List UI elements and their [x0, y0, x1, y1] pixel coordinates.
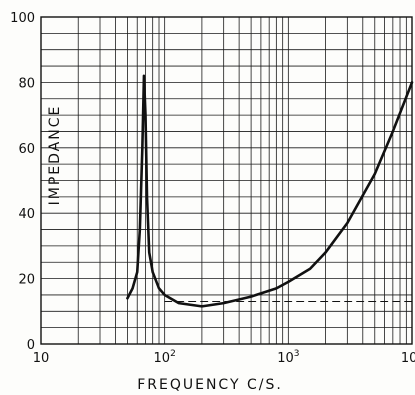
grid [41, 17, 412, 344]
y-tick-label: 40 [18, 207, 35, 222]
x-tick-labels: 10 102 103 104 [33, 349, 415, 366]
plot-frame [40, 16, 413, 345]
y-axis-title: IMPEDANCE [47, 105, 63, 206]
y-tick-labels: 0 20 40 60 80 100 [10, 11, 35, 353]
y-tick-label: 80 [18, 76, 35, 91]
x-tick-label: 10 [33, 351, 50, 366]
y-tick-label: 100 [10, 11, 35, 26]
x-tick-label: 103 [277, 349, 299, 366]
impedance-curve [126, 74, 414, 308]
series-group [126, 74, 414, 308]
x-tick-label: 102 [154, 349, 176, 366]
x-tick-label: 104 [401, 349, 415, 366]
y-tick-label: 0 [27, 338, 35, 353]
y-tick-label: 20 [18, 273, 35, 288]
x-axis-title: FREQUENCY C/S. [137, 377, 283, 393]
y-tick-label: 60 [18, 142, 35, 157]
